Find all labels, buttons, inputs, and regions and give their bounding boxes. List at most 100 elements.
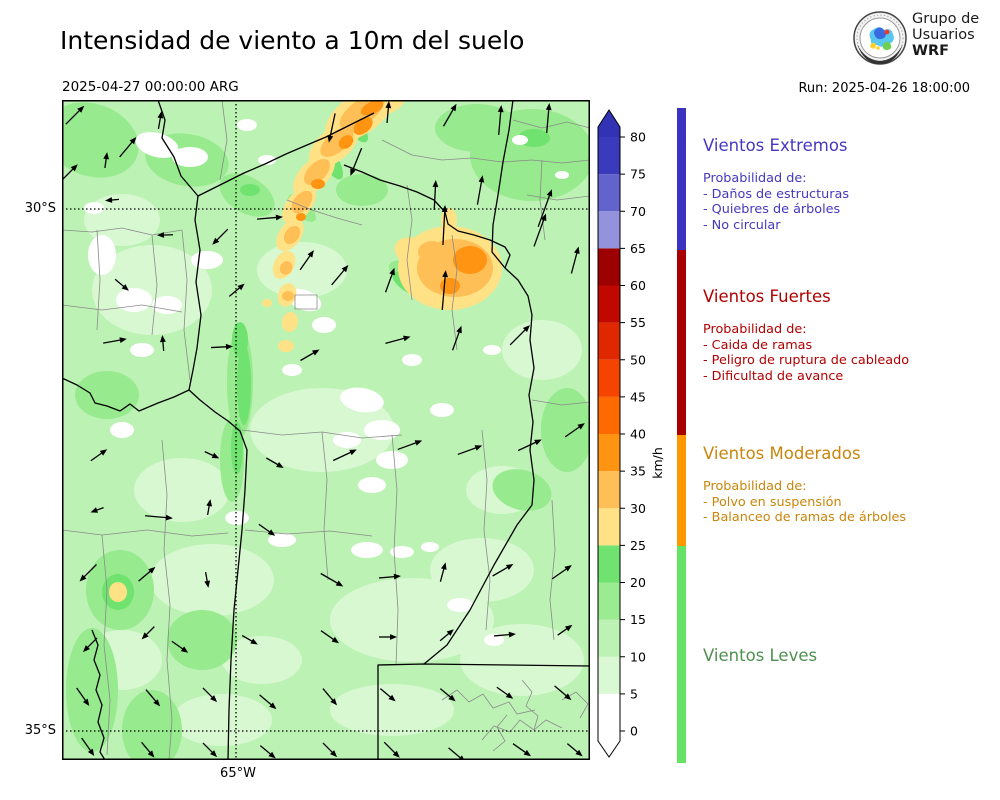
legend-light-winds: Vientos Leves: [703, 646, 995, 665]
calm-white-0-5: [152, 296, 182, 314]
light-green-0-10: [134, 458, 230, 522]
colorbar-tick-label: 45: [630, 389, 646, 404]
graticule-lines: [62, 100, 590, 760]
colorbar-tick-label: 75: [630, 167, 646, 182]
band-strong-35-40: [296, 213, 306, 221]
wind-arrow: [259, 745, 276, 759]
colorbar-tick-label: 80: [630, 130, 646, 145]
valid-time-label: 2025-04-27 00:00:00 ARG: [62, 79, 239, 95]
wind-arrow: [138, 566, 156, 582]
green-15-20: [122, 690, 182, 760]
light-green-0-10: [222, 636, 302, 684]
calm-white-0-5: [484, 634, 504, 646]
legend-title: Vientos Leves: [703, 646, 818, 665]
wind-arrow: [202, 687, 218, 703]
logo-wreath: [857, 44, 903, 64]
colorbar-segment: [598, 471, 620, 509]
wind-arrow: [554, 685, 572, 701]
wind-arrow: [65, 105, 85, 125]
legend-item: - Dificultad de avance: [703, 369, 844, 385]
wind-arrow: [451, 325, 462, 351]
wind-arrow: [442, 103, 457, 127]
colorbar-segment: [598, 211, 620, 249]
lon-label-65w: 65°W: [220, 766, 256, 781]
wind-arrow: [379, 634, 397, 640]
wind-arrow: [258, 523, 276, 536]
green-15-20: [336, 174, 388, 206]
band-strong-35-40: [311, 179, 325, 189]
wind-arrow: [509, 325, 530, 346]
wind-arrow: [82, 637, 98, 653]
legend-item: - No circular: [703, 218, 781, 234]
logo-line-1: Grupo de: [912, 11, 980, 27]
wind-arrow: [397, 440, 423, 451]
legend-item: - Caida de ramas: [703, 337, 813, 353]
wind-arrow: [322, 688, 338, 706]
wind-arrow: [537, 189, 553, 228]
light-green-0-10: [460, 624, 584, 696]
calm-white-0-5: [447, 598, 473, 612]
page-title: Intensidad de viento a 10m del suelo: [60, 26, 525, 55]
calm-white-0-5: [376, 451, 408, 469]
colorbar-outline: [597, 109, 621, 758]
wind-arrow: [545, 103, 552, 133]
calm-white-0-5: [483, 345, 501, 355]
yellow-spots: [109, 582, 127, 602]
calm-white-0-5: [88, 235, 116, 275]
colorbar-tick-label: 65: [630, 241, 646, 256]
colorbar-tick-label: 55: [630, 315, 646, 330]
calm-white-0-5: [351, 542, 383, 558]
wind-arrow: [476, 175, 485, 205]
wind-arrow: [322, 742, 338, 758]
wind-arrow: [441, 270, 449, 310]
wind-arrow: [259, 694, 277, 710]
wind-arrow: [299, 250, 314, 271]
green-15-20: [167, 610, 237, 670]
colorbar-tick-label: 30: [630, 501, 646, 516]
light-green-0-10: [502, 320, 582, 380]
green-15-20: [435, 104, 519, 152]
logo-line-3: WRF: [912, 43, 950, 59]
risk-strip-segment: [677, 108, 686, 250]
calm-white-0-5: [130, 343, 154, 357]
calm-white-0-5: [258, 155, 276, 165]
colorbar-tick-label: 70: [630, 204, 646, 219]
colorbar-segment: [598, 434, 620, 472]
band-yellow-25-30: [281, 312, 299, 332]
colorbar-tick-label: 10: [630, 649, 646, 664]
calm-white-0-5: [225, 511, 249, 525]
colorbar-segment: [598, 545, 620, 583]
wind-arrow: [141, 626, 155, 640]
colorbar-tick-label: 25: [630, 538, 646, 553]
calm-white-0-5: [172, 147, 208, 167]
wind-arrow: [439, 688, 456, 702]
wind-arrow: [564, 423, 585, 438]
wind-arrow: [105, 197, 120, 203]
legend-extreme-winds: Vientos Extremos Probabilidad de: - Daño…: [703, 136, 995, 234]
wind-arrow: [206, 499, 213, 515]
green-20-25: [231, 422, 243, 474]
wind-arrow: [385, 101, 392, 124]
wind-map: [62, 100, 590, 760]
green-15-20: [66, 628, 118, 752]
wind-arrow: [212, 228, 229, 245]
band-orange-30-35: [320, 127, 354, 157]
wind-arrow: [79, 564, 97, 582]
calm-white-0-5: [333, 432, 361, 448]
logo-weather-blobs: [869, 27, 894, 50]
colorbar-segment: [598, 285, 620, 323]
wind-arrow: [144, 514, 173, 521]
wind-arrow: [76, 687, 90, 707]
calm-white-0-5: [340, 387, 384, 413]
colorbar-segment: [598, 174, 620, 212]
colorbar-segment: [598, 248, 620, 286]
wind-arrow: [493, 631, 516, 638]
legend-item: - Balanceo de ramas de árboles: [703, 510, 907, 526]
wind-arrow: [378, 573, 401, 580]
wind-arrow: [439, 629, 454, 642]
calm-white-0-5: [421, 542, 439, 552]
wind-arrow: [497, 105, 504, 135]
legend-intro: Probabilidad de:: [703, 479, 807, 494]
wind-arrow: [383, 741, 400, 758]
blob-orange-30-35: [418, 241, 446, 263]
